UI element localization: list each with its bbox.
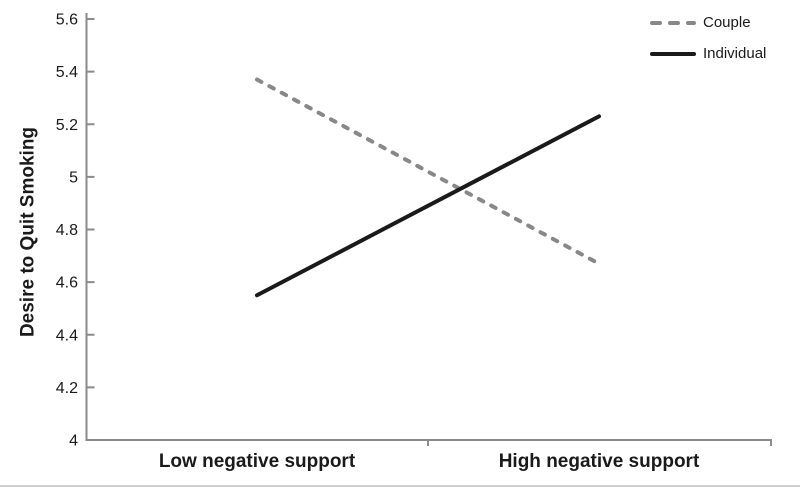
couple-dashed-line-swatch — [650, 20, 696, 25]
legend-label-couple: Couple — [703, 14, 751, 31]
y-tick-label: 4.8 — [56, 222, 78, 239]
legend-item-couple: Couple — [650, 7, 766, 38]
y-tick-label: 4 — [69, 433, 78, 450]
chart-legend: Couple Individual — [650, 7, 766, 69]
y-tick-label: 5.4 — [56, 64, 78, 81]
y-tick-label: 5.2 — [56, 117, 78, 134]
x-category-label: Low negative support — [159, 451, 356, 472]
y-axis-title: Desire to Quit Smoking — [18, 127, 39, 337]
y-tick-label: 4.4 — [56, 327, 78, 344]
y-tick-label: 4.6 — [56, 275, 78, 292]
x-category-label: High negative support — [499, 451, 700, 472]
individual-series-line — [255, 114, 601, 298]
individual-solid-line-swatch — [650, 51, 696, 56]
y-tick-label: 4.2 — [56, 380, 78, 397]
legend-label-individual: Individual — [703, 45, 767, 62]
y-tick-label: 5 — [69, 169, 78, 186]
y-tick-label: 5.6 — [56, 12, 78, 29]
figure-bottom-border — [0, 485, 800, 487]
legend-item-individual: Individual — [650, 38, 766, 69]
couple-series-line — [255, 77, 601, 266]
